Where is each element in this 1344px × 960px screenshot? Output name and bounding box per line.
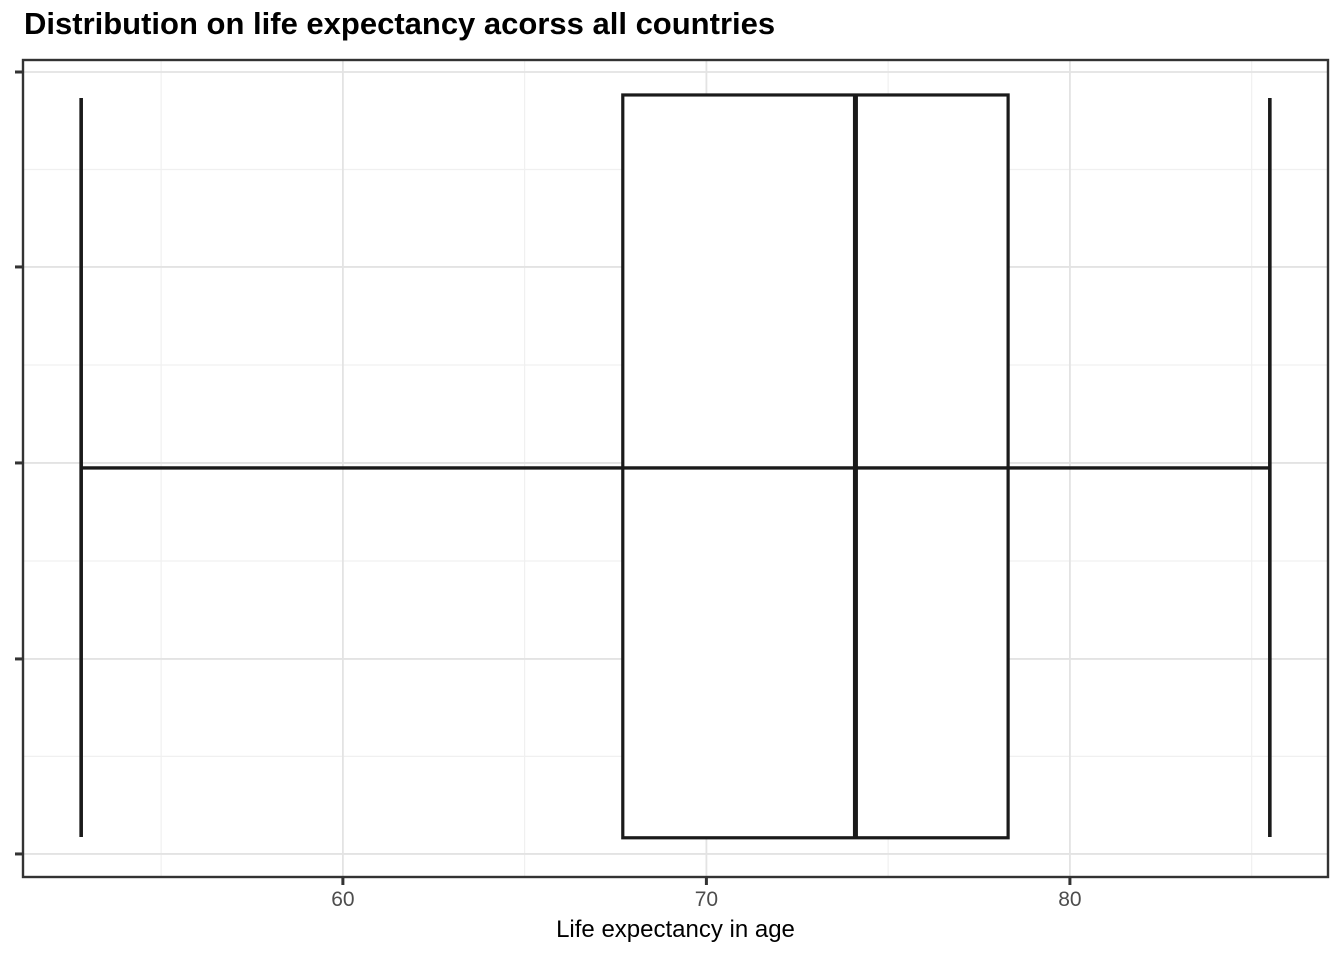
x-tick-label: 80 — [1058, 888, 1081, 911]
x-axis-title: Life expectancy in age — [556, 916, 795, 943]
chart-title: Distribution on life expectancy acorss a… — [24, 6, 776, 41]
x-tick-label: 60 — [331, 888, 354, 911]
panel-border — [21, 58, 1330, 879]
x-tick-label: 70 — [695, 888, 718, 911]
